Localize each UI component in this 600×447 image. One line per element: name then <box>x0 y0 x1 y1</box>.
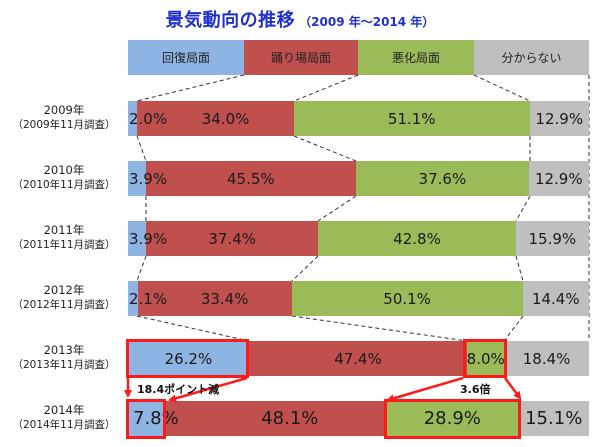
segment-plateau: 48.1% <box>163 401 386 436</box>
legend: 回復局面 踊り場局面 悪化局面 分からない <box>128 40 589 75</box>
row-year: 2012年 <box>43 283 85 297</box>
chart-title-main: 景気動向の推移 <box>165 10 296 31</box>
segment-recovery: 3.9% <box>128 161 167 196</box>
row-year: 2014年 <box>43 403 85 417</box>
row-label-2010: 2010年 （2010年11月調査） <box>0 163 128 193</box>
segment-unknown: 12.9% <box>529 161 589 196</box>
segment-plateau: 37.4% <box>145 221 319 256</box>
row-label-2014: 2014年 （2014年11月調査） <box>0 403 128 433</box>
segment-recovery: 2.1% <box>128 281 167 316</box>
arrow-diagonal-icon <box>504 377 522 400</box>
segment-recovery: 7.8% <box>128 401 179 436</box>
bar-2013: 26.2% 47.4% 8.0% 18.4% <box>128 341 589 376</box>
segment-unknown: 15.1% <box>518 401 589 436</box>
legend-item-unknown: 分からない <box>474 40 589 75</box>
segment-unknown: 15.9% <box>515 221 589 256</box>
segment-plateau: 47.4% <box>248 341 468 376</box>
row-survey: （2010年11月調査） <box>12 179 116 191</box>
bar-2010: 3.9% 45.5% 37.6% 12.9% <box>128 161 589 196</box>
segment-recovery: 3.9% <box>128 221 167 256</box>
bar-2009: 2.0% 34.0% 51.1% 12.9% <box>128 101 589 136</box>
segment-worse: 51.1% <box>293 101 530 136</box>
row-survey: （2012年11月調査） <box>12 299 116 311</box>
legend-item-plateau: 踊り場局面 <box>244 40 358 75</box>
annotation-recovery-change: 18.4ポイント減 <box>137 383 220 396</box>
segment-worse: 50.1% <box>291 281 523 316</box>
legend-item-recovery: 回復局面 <box>128 40 244 75</box>
segment-worse: 8.0% <box>467 341 505 376</box>
segment-plateau: 33.4% <box>137 281 292 316</box>
segment-recovery: 26.2% <box>128 341 249 376</box>
bar-2012: 2.1% 33.4% 50.1% 14.4% <box>128 281 589 316</box>
segment-unknown: 18.4% <box>504 341 589 376</box>
bar-2011: 3.9% 37.4% 42.8% 15.9% <box>128 221 589 256</box>
arrow-diagonal-icon <box>386 376 464 403</box>
segment-worse: 42.8% <box>318 221 516 256</box>
row-year: 2009年 <box>43 103 85 117</box>
row-year: 2013年 <box>43 343 85 357</box>
legend-item-worse: 悪化局面 <box>358 40 474 75</box>
annotation-worse-change: 3.6倍 <box>460 383 491 396</box>
row-survey: （2011年11月調査） <box>12 239 116 251</box>
row-label-2012: 2012年 （2012年11月調査） <box>0 283 128 313</box>
row-survey: （2013年11月調査） <box>12 359 116 371</box>
segment-worse: 37.6% <box>355 161 530 196</box>
segment-unknown: 12.9% <box>529 101 589 136</box>
segment-recovery: 2.0% <box>128 101 167 136</box>
segment-plateau: 34.0% <box>137 101 294 136</box>
segment-unknown: 14.4% <box>522 281 589 316</box>
segment-plateau: 45.5% <box>145 161 356 196</box>
row-label-2009: 2009年 （2009年11月調査） <box>0 103 128 133</box>
segment-worse: 28.9% <box>385 401 519 436</box>
chart-title-sub: （2009 年～2014 年） <box>299 15 435 29</box>
row-label-2013: 2013年 （2013年11月調査） <box>0 343 128 373</box>
row-survey: （2009年11月調査） <box>12 119 116 131</box>
bar-2014: 7.8% 48.1% 28.9% 15.1% <box>128 401 589 436</box>
chart-title: 景気動向の推移 （2009 年～2014 年） <box>0 6 600 32</box>
row-year: 2010年 <box>43 163 85 177</box>
row-label-2011: 2011年 （2011年11月調査） <box>0 223 128 253</box>
row-year: 2011年 <box>43 223 85 237</box>
row-survey: （2014年11月調査） <box>12 419 116 431</box>
